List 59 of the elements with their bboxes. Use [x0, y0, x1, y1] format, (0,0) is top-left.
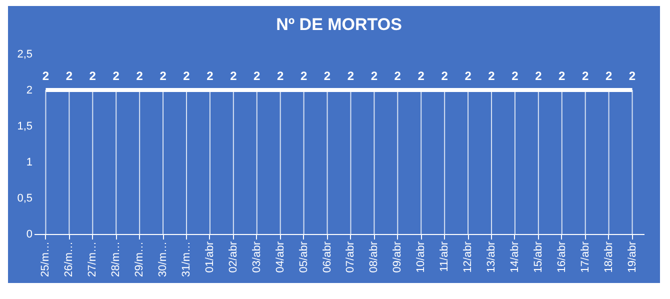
x-tick-label: 03/abr: [250, 241, 263, 273]
data-label: 2: [324, 69, 331, 83]
data-label: 2: [394, 69, 402, 83]
data-label: 2: [488, 69, 496, 83]
data-label: 2: [230, 69, 238, 83]
data-label: 2: [464, 69, 472, 83]
x-tick-label: 17/abr: [579, 241, 592, 273]
x-tick-label: 31/m…: [180, 242, 192, 277]
x-tick-label: 19/abr: [626, 241, 638, 273]
y-tick-label: 2,5: [17, 48, 32, 60]
x-tick-label: 15/abr: [532, 241, 544, 273]
data-label: 2: [136, 69, 144, 83]
data-label: 2: [628, 69, 636, 83]
y-tick-label: 0,5: [17, 192, 32, 204]
data-label: 2: [89, 69, 96, 83]
data-label: 2: [582, 69, 589, 83]
data-label: 2: [441, 69, 448, 83]
y-tick-label: 0: [26, 228, 32, 240]
data-label: 2: [347, 69, 354, 83]
x-tick-label: 05/abr: [298, 241, 310, 273]
x-tick-label: 02/abr: [227, 241, 240, 273]
data-label: 2: [183, 69, 190, 83]
data-label: 2: [512, 69, 519, 83]
x-tick-label: 26/m…: [63, 242, 76, 277]
x-tick-label: 27/m…: [86, 242, 99, 277]
y-tick-label: 1: [26, 156, 32, 168]
x-tick-label: 13/abr: [486, 241, 498, 273]
x-tick-label: 29/m…: [134, 242, 146, 277]
data-label: 2: [558, 69, 566, 83]
chart-title: Nº DE MORTOS: [276, 15, 402, 34]
data-label: 2: [66, 69, 73, 83]
x-tick-label: 16/abr: [556, 241, 568, 273]
data-label: 2: [254, 69, 261, 83]
x-tick-label: 06/abr: [321, 241, 334, 273]
data-label: 2: [300, 69, 308, 83]
data-label: 2: [418, 69, 425, 83]
x-tick-label: 25/m…: [40, 242, 52, 277]
x-tick-label: 09/abr: [392, 241, 404, 273]
data-label: 2: [370, 69, 378, 83]
x-tick-label: 08/abr: [368, 241, 380, 273]
x-tick-label: 30/m…: [157, 242, 170, 277]
data-label: 2: [535, 69, 542, 83]
data-label: 2: [605, 69, 612, 83]
x-tick-label: 14/abr: [508, 241, 521, 273]
x-tick-label: 11/abr: [438, 241, 451, 272]
x-tick-label: 04/abr: [274, 241, 286, 273]
x-tick-label: 07/abr: [344, 241, 357, 273]
y-tick-label: 1,5: [17, 120, 32, 132]
data-label: 2: [112, 69, 120, 83]
x-tick-label: 12/abr: [462, 241, 474, 273]
data-label: 2: [42, 69, 50, 83]
x-tick-label: 10/abr: [415, 241, 428, 273]
y-tick-label: 2: [26, 84, 32, 96]
x-tick-label: 18/abr: [602, 241, 615, 273]
data-label: 2: [160, 69, 167, 83]
x-tick-label: 01/abr: [204, 241, 216, 273]
data-label: 2: [277, 69, 284, 83]
x-tick-label: 28/m…: [110, 242, 122, 277]
data-label: 2: [206, 69, 214, 83]
